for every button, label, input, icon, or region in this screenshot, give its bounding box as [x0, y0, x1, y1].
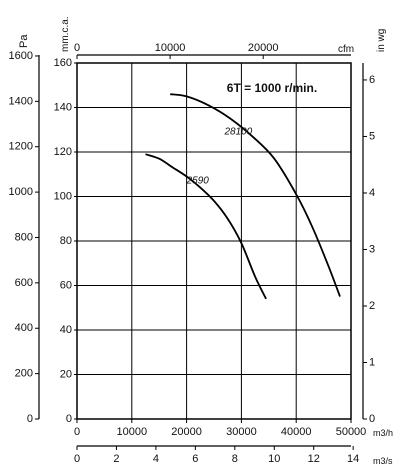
mmca-tick-label: 160: [54, 57, 72, 69]
m3s-axis-label: m3/s: [373, 456, 393, 466]
series-line-2590: [145, 153, 267, 300]
m3s-tick-label: 6: [192, 453, 198, 465]
pa-tick-label: 1600: [9, 50, 33, 62]
m3h-tick-label: 20000: [171, 426, 202, 438]
m3h-tick-label: 10000: [117, 426, 148, 438]
pa-tick-label: 1400: [9, 95, 33, 107]
series-line-28100: [170, 93, 341, 297]
series-label-28100: 28100: [223, 127, 252, 138]
m3s-tick-label: 2: [113, 453, 119, 465]
mmca-tick-label: 40: [60, 324, 72, 336]
mmca-tick-label: 140: [54, 101, 72, 113]
inwg-tick-label: 3: [369, 243, 375, 255]
m3s-tick-label: 14: [347, 453, 359, 465]
mmca-tick-label: 120: [54, 146, 72, 158]
m3h-tick-label: 50000: [336, 426, 367, 438]
inwg-tick-label: 6: [369, 74, 375, 86]
pa-tick-label: 800: [15, 231, 33, 243]
mmca-tick-label: 60: [60, 279, 72, 291]
axes: 0200400600800100012001400160002040608010…: [9, 42, 376, 465]
mmca-tick-label: 0: [66, 413, 72, 425]
inwg-tick-label: 1: [369, 356, 375, 368]
mmca-tick-label: 20: [60, 368, 72, 380]
pa-tick-label: 600: [15, 277, 33, 289]
m3s-tick-label: 12: [308, 453, 320, 465]
inwg-tick-label: 4: [369, 187, 375, 199]
inwg-tick-label: 0: [369, 413, 375, 425]
m3s-tick-label: 4: [153, 453, 159, 465]
pa-tick-label: 200: [15, 368, 33, 380]
pa-tick-label: 0: [27, 413, 33, 425]
m3h-tick-label: 0: [74, 426, 80, 438]
series: 2590 28100: [145, 93, 341, 300]
m3s-tick-label: 0: [74, 453, 80, 465]
pa-tick-label: 400: [15, 322, 33, 334]
mmca-axis-label: mm.c.a.: [60, 16, 71, 52]
m3h-axis-label: m3/h: [373, 428, 393, 438]
inwg-tick-label: 5: [369, 130, 375, 142]
m3s-tick-label: 10: [268, 453, 280, 465]
series-label-2590: 2590: [186, 175, 210, 186]
cfm-tick-label: 20000: [248, 42, 279, 54]
grid: [77, 63, 351, 419]
pa-tick-label: 1200: [9, 141, 33, 153]
labels: 6T = 1000 r/min. Pa mm.c.a. in wg cfm m3…: [18, 16, 393, 466]
inwg-tick-label: 2: [369, 300, 375, 312]
m3h-tick-label: 40000: [281, 426, 312, 438]
cfm-axis-label: cfm: [338, 44, 354, 55]
m3h-tick-label: 30000: [226, 426, 257, 438]
pa-tick-label: 1000: [9, 186, 33, 198]
cfm-tick-label: 10000: [155, 42, 186, 54]
chart-title: 6T = 1000 r/min.: [227, 81, 317, 95]
mmca-tick-label: 80: [60, 235, 72, 247]
cfm-tick-label: 0: [74, 42, 80, 54]
mmca-tick-label: 100: [54, 190, 72, 202]
pa-axis-label: Pa: [18, 34, 30, 48]
m3s-tick-label: 8: [232, 453, 238, 465]
inwg-axis-label: in wg: [376, 29, 387, 52]
